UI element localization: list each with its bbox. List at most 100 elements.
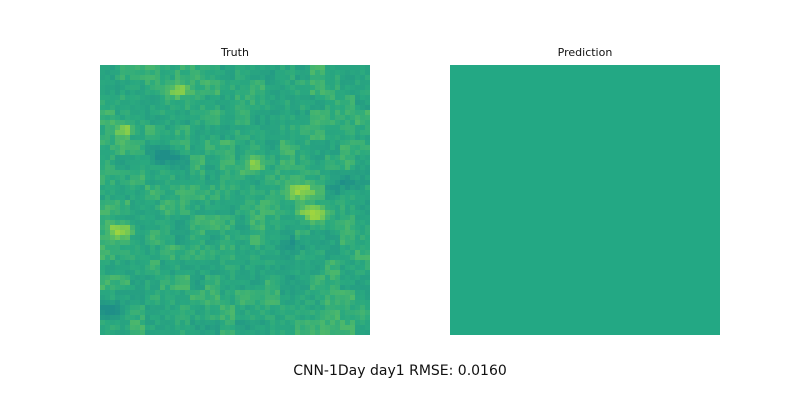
truth-cell	[185, 130, 191, 136]
truth-cell	[255, 190, 261, 196]
truth-cell	[355, 255, 361, 261]
truth-cell	[125, 215, 131, 221]
truth-cell	[330, 135, 336, 141]
truth-cell	[360, 170, 366, 176]
truth-cell	[200, 320, 206, 326]
truth-cell	[275, 225, 281, 231]
truth-cell	[360, 200, 366, 206]
truth-cell	[260, 250, 266, 256]
truth-cell	[175, 220, 181, 226]
truth-cell	[120, 120, 126, 126]
truth-cell	[340, 210, 346, 216]
truth-cell	[100, 70, 106, 76]
truth-cell	[135, 245, 141, 251]
truth-cell	[140, 155, 146, 161]
truth-cell	[125, 275, 131, 281]
truth-cell	[155, 245, 161, 251]
truth-cell	[320, 70, 326, 76]
truth-cell	[100, 80, 106, 86]
truth-cell	[315, 105, 321, 111]
truth-cell	[100, 190, 106, 196]
truth-cell	[175, 130, 181, 136]
truth-cell	[280, 235, 286, 241]
truth-cell	[245, 140, 251, 146]
truth-cell	[215, 130, 221, 136]
truth-cell	[180, 130, 186, 136]
truth-cell	[265, 250, 271, 256]
truth-cell	[240, 75, 246, 81]
truth-cell	[160, 260, 166, 266]
truth-cell	[195, 80, 201, 86]
truth-cell	[330, 180, 336, 186]
truth-cell	[320, 95, 326, 101]
prediction-field	[450, 65, 720, 335]
truth-cell	[365, 110, 370, 116]
truth-cell	[155, 310, 161, 316]
truth-cell	[275, 275, 281, 281]
truth-cell	[265, 105, 271, 111]
truth-cell	[230, 285, 236, 291]
truth-cell	[350, 325, 356, 331]
truth-cell	[155, 265, 161, 271]
truth-cell	[250, 280, 256, 286]
truth-cell	[150, 300, 156, 306]
truth-cell	[190, 180, 196, 186]
truth-cell	[225, 190, 231, 196]
truth-cell	[245, 290, 251, 296]
truth-cell	[355, 220, 361, 226]
truth-cell	[175, 280, 181, 286]
truth-cell	[250, 205, 256, 211]
truth-cell	[145, 120, 151, 126]
truth-cell	[220, 120, 226, 126]
truth-cell	[300, 320, 306, 326]
truth-cell	[170, 195, 176, 201]
truth-cell	[105, 320, 111, 326]
truth-cell	[355, 170, 361, 176]
truth-cell	[115, 250, 121, 256]
truth-cell	[220, 280, 226, 286]
truth-cell	[145, 230, 151, 236]
truth-cell	[155, 75, 161, 81]
truth-cell	[110, 235, 116, 241]
truth-cell	[265, 95, 271, 101]
truth-cell	[215, 75, 221, 81]
truth-cell	[105, 270, 111, 276]
truth-cell	[160, 155, 166, 161]
truth-cell	[105, 330, 111, 335]
truth-cell	[350, 230, 356, 236]
truth-cell	[325, 215, 331, 221]
truth-cell	[325, 260, 331, 266]
truth-cell	[305, 70, 311, 76]
truth-cell	[205, 200, 211, 206]
truth-cell	[235, 295, 241, 301]
truth-cell	[190, 175, 196, 181]
truth-cell	[355, 260, 361, 266]
truth-cell	[215, 215, 221, 221]
truth-cell	[170, 255, 176, 261]
truth-cell	[190, 315, 196, 321]
truth-cell	[325, 95, 331, 101]
truth-cell	[175, 285, 181, 291]
truth-cell	[315, 195, 321, 201]
truth-cell	[205, 195, 211, 201]
truth-cell	[220, 235, 226, 241]
truth-cell	[255, 305, 261, 311]
truth-cell	[225, 295, 231, 301]
truth-cell	[205, 120, 211, 126]
truth-cell	[180, 205, 186, 211]
truth-cell	[160, 75, 166, 81]
truth-cell	[275, 230, 281, 236]
truth-cell	[210, 220, 216, 226]
truth-cell	[195, 185, 201, 191]
truth-cell	[340, 310, 346, 316]
truth-cell	[330, 125, 336, 131]
truth-cell	[140, 240, 146, 246]
truth-cell	[275, 125, 281, 131]
truth-cell	[210, 75, 216, 81]
truth-cell	[205, 220, 211, 226]
truth-cell	[100, 130, 106, 136]
truth-cell	[365, 145, 370, 151]
truth-cell	[340, 225, 346, 231]
truth-cell	[215, 160, 221, 166]
truth-cell	[315, 160, 321, 166]
